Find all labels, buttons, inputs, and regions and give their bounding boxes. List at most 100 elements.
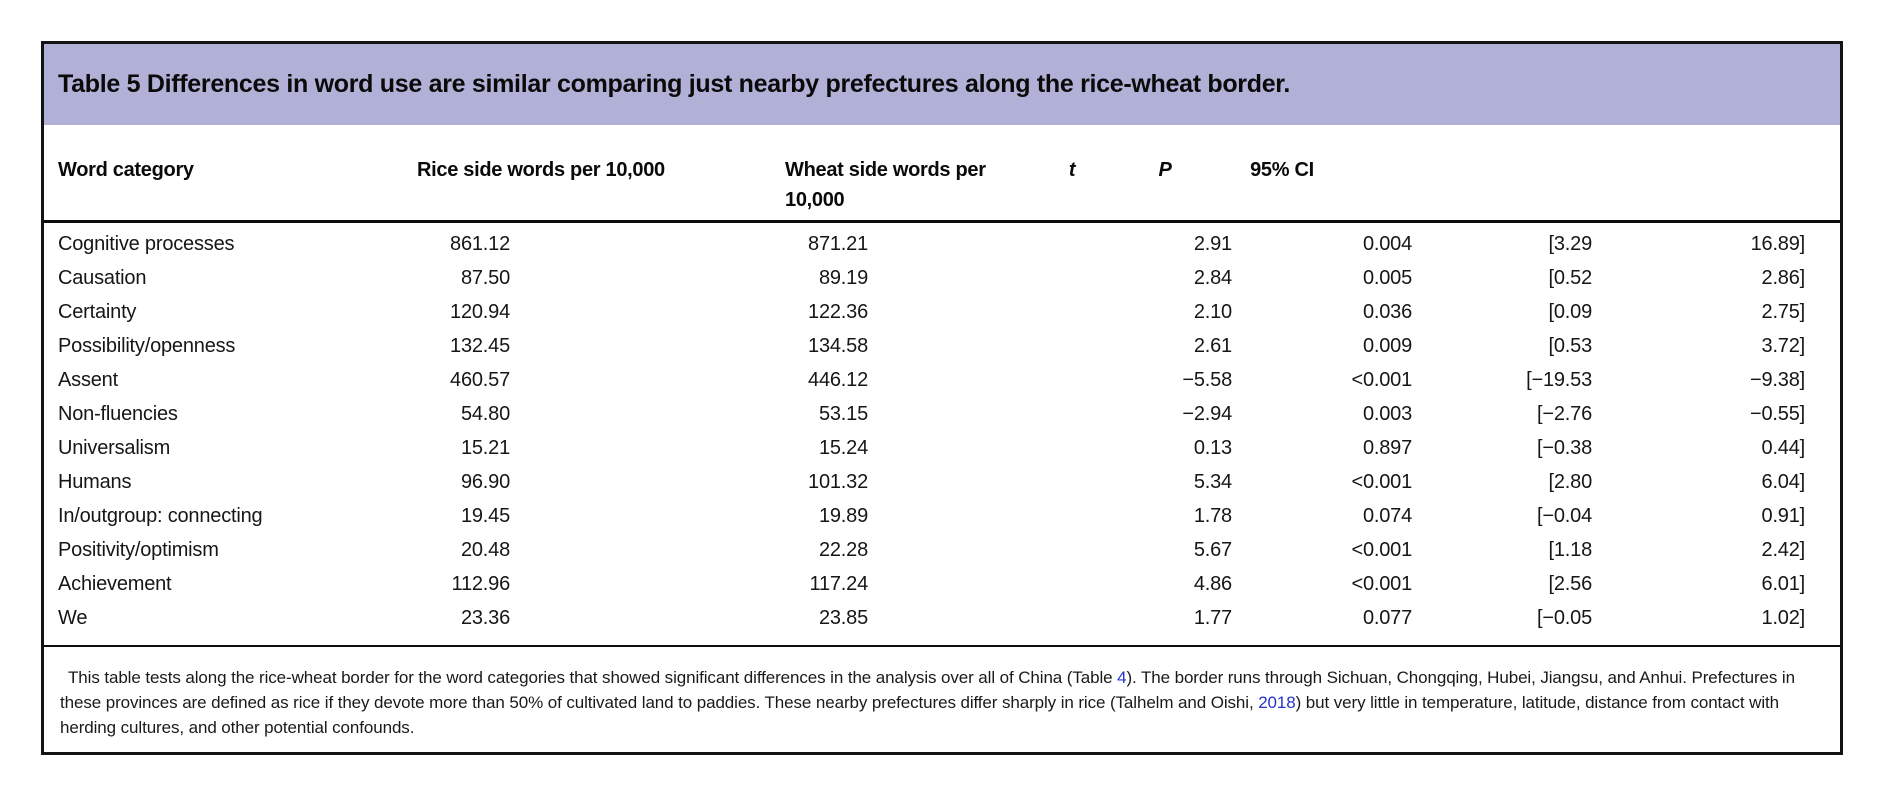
footnote-divider — [44, 645, 1840, 647]
cell-rice-value: 54.80 — [460, 402, 510, 425]
cell-ci-upper: 2.42] — [1761, 538, 1806, 561]
cell-word-category: Assent — [58, 368, 118, 391]
cell-wheat-value: 117.24 — [809, 572, 869, 595]
cell-p-value: <0.001 — [1351, 470, 1412, 493]
cell-ci-upper: −0.55] — [1750, 402, 1805, 425]
cell-ci-upper: 1.02] — [1761, 606, 1806, 629]
cell-ci-upper: 0.44] — [1761, 436, 1806, 459]
cell-t-value: 5.67 — [1193, 538, 1232, 561]
cell-word-category: In/outgroup: connecting — [58, 504, 263, 527]
cell-wheat-value: 446.12 — [808, 368, 868, 391]
cell-wheat-value: 89.19 — [818, 266, 868, 289]
cell-ci-lower: [0.53 — [1548, 334, 1593, 357]
cell-p-value: <0.001 — [1351, 538, 1412, 561]
cell-ci-lower: [−0.04 — [1537, 504, 1592, 527]
cell-t-value: 2.10 — [1193, 300, 1232, 323]
cell-wheat-value: 101.32 — [808, 470, 868, 493]
cell-wheat-value: 23.85 — [818, 606, 868, 629]
cell-rice-value: 20.48 — [460, 538, 510, 561]
table-4-citation-link[interactable]: 4 — [1117, 668, 1127, 687]
cell-t-value: 1.77 — [1193, 606, 1232, 629]
cell-rice-value: 23.36 — [460, 606, 510, 629]
cell-wheat-value: 122.36 — [808, 300, 868, 323]
cell-ci-lower: [0.09 — [1548, 300, 1593, 323]
cell-p-value: 0.897 — [1362, 436, 1412, 459]
talhelm-oishi-2018-citation-link[interactable]: 2018 — [1258, 693, 1296, 712]
table-row: Possibility/openness 132.45 134.58 2.61 … — [44, 329, 1840, 363]
cell-wheat-value: 15.24 — [818, 436, 868, 459]
cell-wheat-value: 871.21 — [808, 232, 868, 255]
table-title-band: Table 5 Differences in word use are simi… — [44, 44, 1840, 125]
cell-ci-lower: [1.18 — [1548, 538, 1593, 561]
cell-p-value: 0.077 — [1362, 606, 1412, 629]
cell-ci-upper: 3.72] — [1761, 334, 1806, 357]
cell-ci-upper: 0.91] — [1761, 504, 1806, 527]
cell-t-value: 2.84 — [1193, 266, 1232, 289]
cell-t-value: 2.61 — [1193, 334, 1232, 357]
col-header-word-category: Word category — [58, 159, 194, 181]
cell-rice-value: 112.96 — [451, 572, 511, 595]
cell-ci-upper: 16.89] — [1750, 232, 1806, 255]
cell-word-category: Achievement — [58, 572, 172, 595]
cell-p-value: 0.036 — [1362, 300, 1412, 323]
cell-ci-lower: [−19.53 — [1526, 368, 1592, 391]
table-frame: Table 5 Differences in word use are simi… — [41, 41, 1843, 755]
cell-ci-upper: 6.04] — [1761, 470, 1806, 493]
table-row: In/outgroup: connecting 19.45 19.89 1.78… — [44, 499, 1840, 533]
table-row: Humans 96.90 101.32 5.34 <0.001 [2.80 6.… — [44, 465, 1840, 499]
cell-word-category: Possibility/openness — [58, 334, 236, 357]
cell-t-value: 2.91 — [1193, 232, 1232, 255]
cell-wheat-value: 53.15 — [818, 402, 868, 425]
cell-rice-value: 87.50 — [460, 266, 510, 289]
col-header-wheat-side: Wheat side words per 10,000 — [785, 159, 986, 211]
cell-ci-lower: [2.56 — [1548, 572, 1593, 595]
cell-t-value: 5.34 — [1193, 470, 1232, 493]
col-header-p-value: P — [1158, 159, 1172, 181]
table-row: Non-fluencies 54.80 53.15 −2.94 0.003 [−… — [44, 397, 1840, 431]
table-row: Causation 87.50 89.19 2.84 0.005 [0.52 2… — [44, 261, 1840, 295]
cell-ci-lower: [3.29 — [1548, 232, 1593, 255]
cell-t-value: −5.58 — [1182, 368, 1232, 391]
table-row: We 23.36 23.85 1.77 0.077 [−0.05 1.02] — [44, 601, 1840, 635]
cell-ci-upper: −9.38] — [1750, 368, 1805, 391]
cell-word-category: Certainty — [58, 300, 137, 323]
table-row: Assent 460.57 446.12 −5.58 <0.001 [−19.5… — [44, 363, 1840, 397]
cell-p-value: 0.074 — [1362, 504, 1412, 527]
table-row: Achievement 112.96 117.24 4.86 <0.001 [2… — [44, 567, 1840, 601]
cell-rice-value: 120.94 — [450, 300, 510, 323]
cell-rice-value: 132.45 — [450, 334, 510, 357]
cell-word-category: Universalism — [58, 436, 171, 459]
cell-word-category: Humans — [58, 470, 132, 493]
cell-word-category: We — [58, 606, 88, 629]
cell-p-value: <0.001 — [1351, 572, 1412, 595]
table-row: Positivity/optimism 20.48 22.28 5.67 <0.… — [44, 533, 1840, 567]
cell-t-value: 1.78 — [1193, 504, 1232, 527]
cell-ci-lower: [−2.76 — [1537, 402, 1592, 425]
cell-p-value: 0.004 — [1362, 232, 1412, 255]
cell-p-value: <0.001 — [1351, 368, 1412, 391]
cell-ci-lower: [−0.05 — [1537, 606, 1592, 629]
cell-wheat-value: 134.58 — [808, 334, 868, 357]
table-row: Certainty 120.94 122.36 2.10 0.036 [0.09… — [44, 295, 1840, 329]
cell-word-category: Positivity/optimism — [58, 538, 219, 561]
table-row: Cognitive processes 861.12 871.21 2.91 0… — [44, 227, 1840, 261]
footnote-text-2: ). The border runs through Sichuan, Chon… — [60, 668, 1795, 712]
cell-ci-lower: [0.52 — [1548, 266, 1593, 289]
cell-word-category: Cognitive processes — [58, 232, 235, 255]
table-row: Universalism 15.21 15.24 0.13 0.897 [−0.… — [44, 431, 1840, 465]
cell-rice-value: 460.57 — [450, 368, 510, 391]
cell-rice-value: 19.45 — [460, 504, 510, 527]
cell-ci-upper: 6.01] — [1761, 572, 1806, 595]
table-body: Cognitive processes 861.12 871.21 2.91 0… — [44, 223, 1840, 635]
cell-word-category: Causation — [58, 266, 147, 289]
cell-t-value: −2.94 — [1182, 402, 1232, 425]
cell-ci-upper: 2.75] — [1761, 300, 1806, 323]
cell-p-value: 0.009 — [1362, 334, 1412, 357]
cell-p-value: 0.005 — [1362, 266, 1412, 289]
cell-t-value: 4.86 — [1193, 572, 1232, 595]
table-footnote: This table tests along the rice-wheat bo… — [44, 647, 1840, 740]
col-header-95-ci: 95% CI — [1250, 159, 1314, 181]
cell-p-value: 0.003 — [1362, 402, 1412, 425]
table-header-row: Word category Rice side words per 10,000… — [44, 125, 1840, 223]
